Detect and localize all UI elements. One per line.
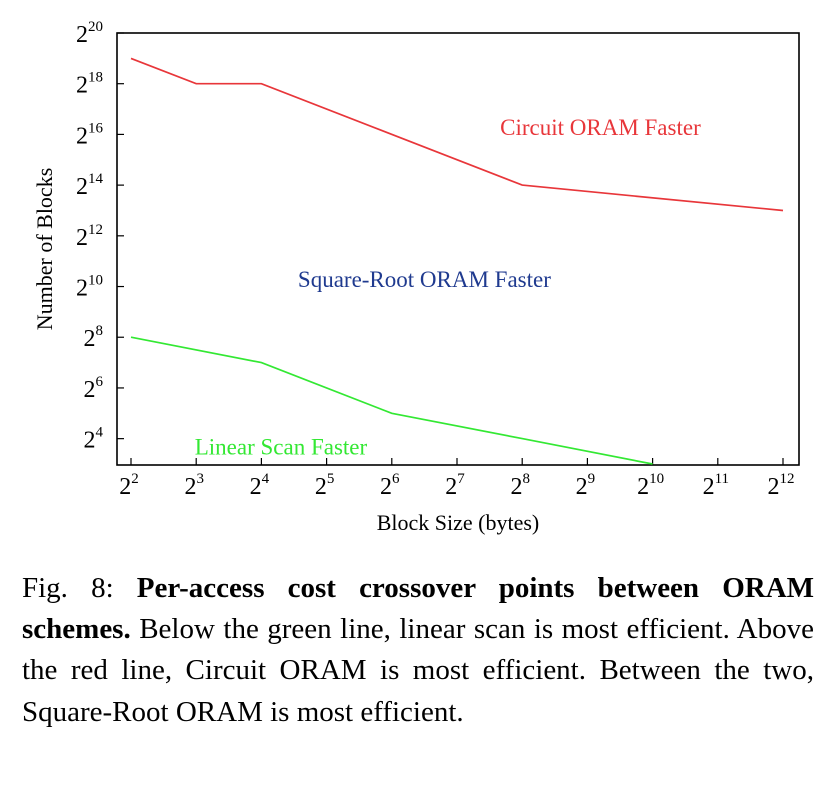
x-tick-label: 27 <box>445 471 465 500</box>
x-axis-label: Block Size (bytes) <box>377 510 540 535</box>
x-tick-label: 211 <box>703 471 729 500</box>
y-tick-label: 26 <box>84 374 104 403</box>
crossover-chart: 22 23 24 25 26 27 28 29 210 211 212 24 26 28 210 212 21… <box>32 19 800 535</box>
circuit-oram-line <box>130 57 784 212</box>
y-tick-label: 24 <box>84 425 104 454</box>
y-tick-label: 212 <box>76 222 103 251</box>
plot-frame <box>116 32 800 466</box>
x-tick-label: 29 <box>576 471 596 500</box>
y-tick-label: 218 <box>76 70 103 99</box>
caption-label: Fig. 8: <box>22 572 114 604</box>
x-tick-label: 23 <box>184 471 204 500</box>
y-tick-label: 210 <box>76 273 103 302</box>
x-tick-label: 25 <box>315 471 335 500</box>
y-axis-ticks: 24 26 28 210 212 214 216 218 220 <box>76 19 124 454</box>
linear-scan-line <box>130 336 653 465</box>
caption-title: Per-access cost crossover points between… <box>22 572 815 646</box>
x-tick-label: 24 <box>250 471 270 500</box>
x-tick-label: 28 <box>510 471 530 500</box>
caption-body: Below the green line, linear scan is mos… <box>22 613 815 728</box>
region-annotation: Linear Scan Faster <box>195 434 368 459</box>
x-tick-label: 22 <box>119 471 139 500</box>
region-annotation: Square-Root ORAM Faster <box>298 267 551 292</box>
x-axis-ticks: 22 23 24 25 26 27 28 29 210 211 212 <box>119 458 795 500</box>
y-tick-label: 220 <box>76 19 103 48</box>
x-tick-label: 212 <box>768 471 795 500</box>
figure-caption: Fig. 8: Per-access cost crossover points… <box>22 568 814 733</box>
y-axis-label: Number of Blocks <box>32 168 57 331</box>
region-annotation: Circuit ORAM Faster <box>500 115 701 140</box>
series-layer <box>130 57 784 465</box>
x-tick-label: 26 <box>380 471 400 500</box>
y-tick-label: 28 <box>84 323 104 352</box>
y-tick-label: 216 <box>76 120 104 149</box>
plot-area: 22 23 24 25 26 27 28 29 210 211 212 24 26 28 210 212 21… <box>76 19 800 500</box>
x-tick-label: 210 <box>637 471 664 500</box>
y-tick-label: 214 <box>76 171 104 200</box>
annotation-layer: Circuit ORAM Faster Square-Root ORAM Fast… <box>195 115 701 459</box>
